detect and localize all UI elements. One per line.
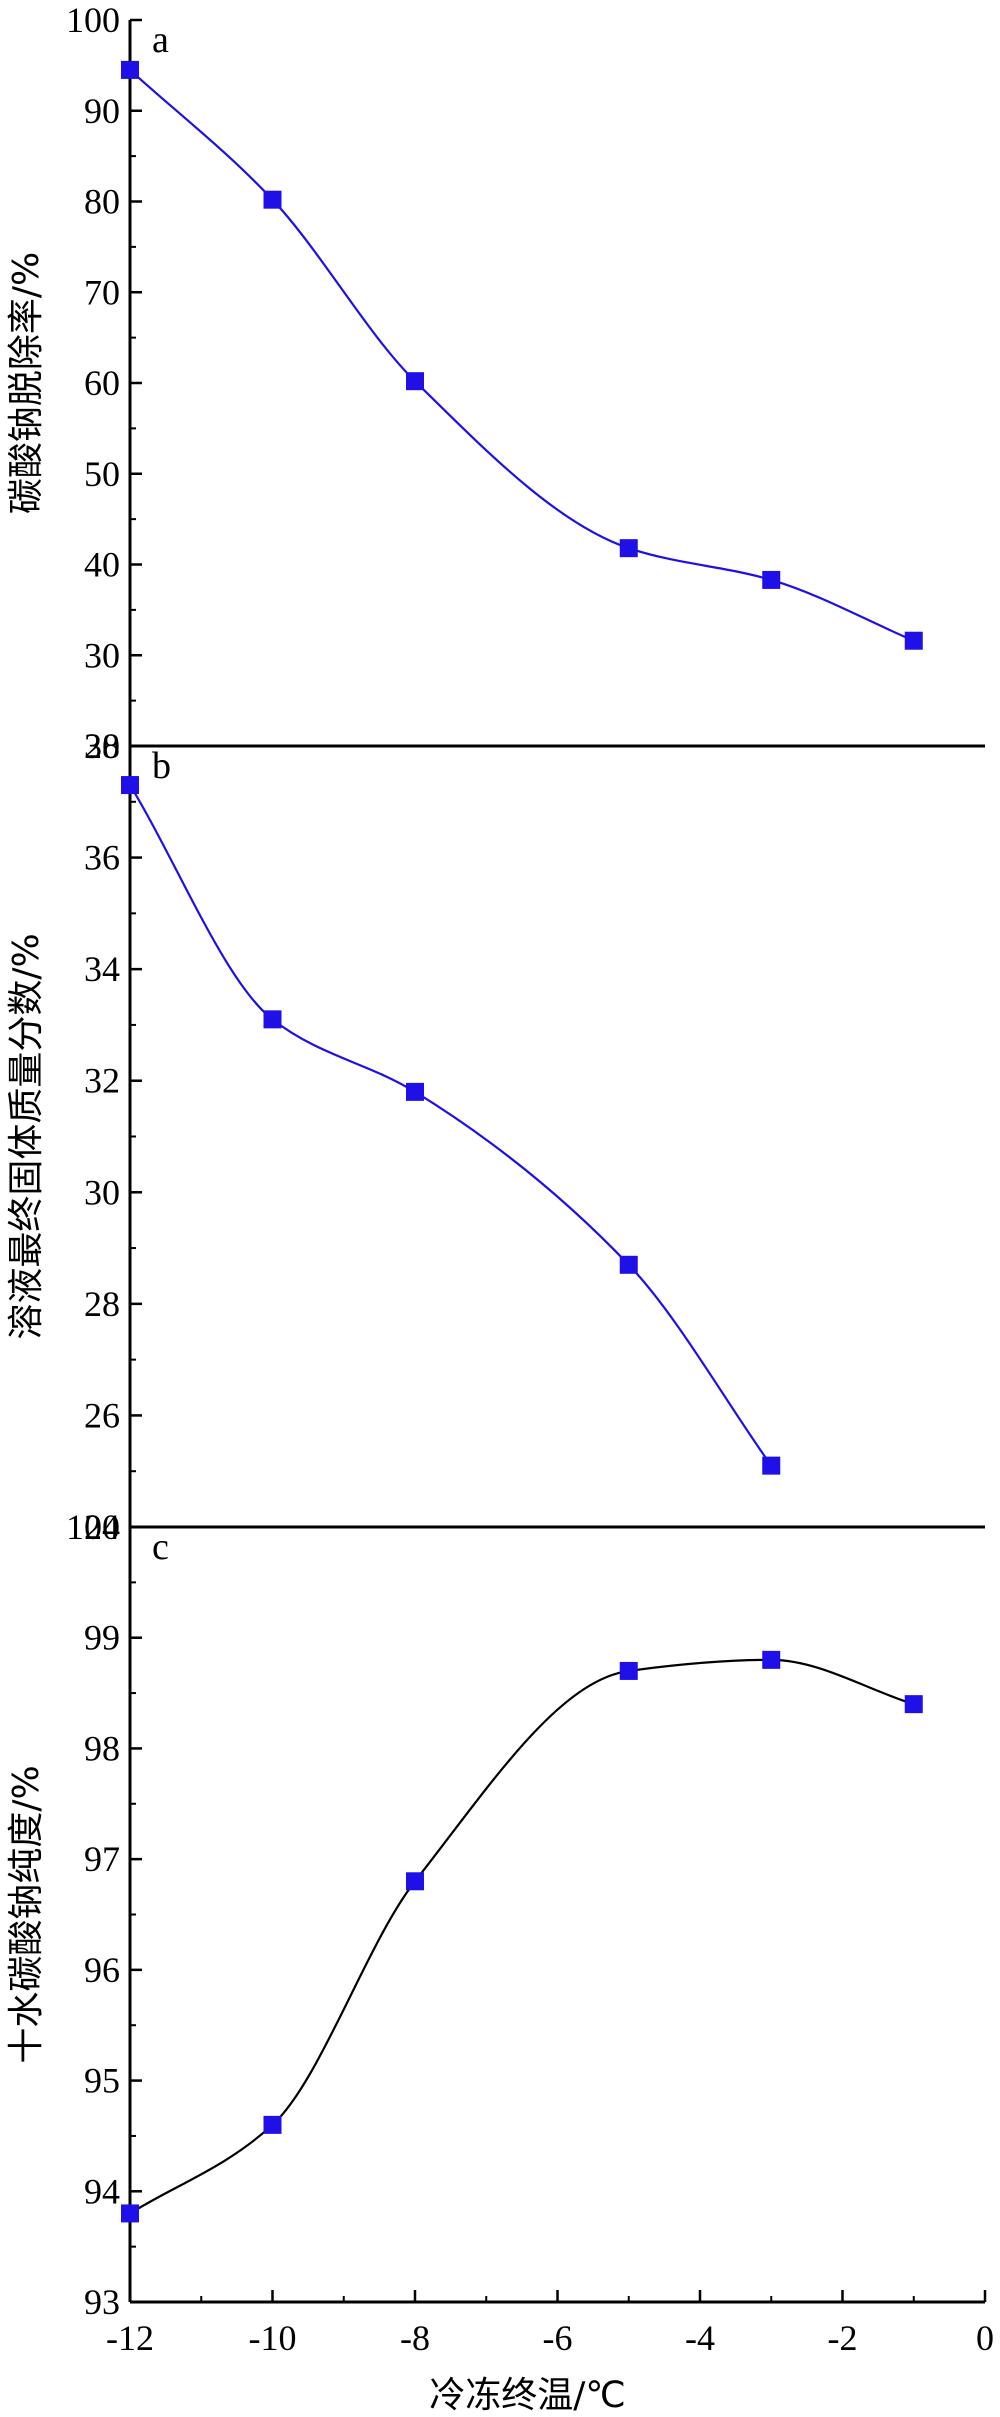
y-tick-label: 70 — [84, 272, 120, 312]
y-tick-label: 30 — [84, 635, 120, 675]
y-tick-label: 100 — [66, 1507, 120, 1547]
panel-c: 93 94 95 96 97 98 99 100 c 十水碳酸钠纯度/% -12 -10 -8 -6 -4 -… — [6, 1507, 994, 2416]
data-point — [406, 1082, 424, 1101]
y-tick-label: 95 — [84, 2061, 120, 2101]
x-tick-label: -4 — [685, 2318, 715, 2358]
y-axis-title-b: 溶液最终固体质量分数/% — [6, 933, 47, 1339]
y-tick-label: 30 — [84, 1172, 120, 1212]
y-tick-label: 99 — [84, 1618, 120, 1658]
y-tick-label: 34 — [84, 949, 120, 989]
panel-letter-a: a — [152, 19, 169, 61]
data-point — [406, 1872, 424, 1891]
data-point — [619, 1255, 638, 1274]
y-tick-label: 93 — [84, 2282, 120, 2322]
y-tick-label: 94 — [84, 2171, 120, 2211]
y-tick-label: 50 — [84, 454, 120, 494]
x-tick-label: -10 — [249, 2318, 297, 2358]
data-point — [121, 60, 139, 79]
x-tick-label: -12 — [106, 2318, 154, 2358]
y-tick-label: 96 — [84, 1950, 120, 1990]
panel-letter-b: b — [152, 745, 171, 787]
data-point — [121, 2204, 139, 2223]
x-tick-label: -8 — [400, 2318, 430, 2358]
fit-curve-c — [129, 1658, 915, 2215]
data-point — [263, 2115, 282, 2134]
panel-letter-c: c — [152, 1526, 169, 1568]
fit-curve-a — [129, 69, 915, 642]
y-tick-label: 98 — [84, 1728, 120, 1768]
data-point — [121, 776, 139, 795]
x-tick-label: -2 — [828, 2318, 858, 2358]
data-point — [762, 1456, 781, 1475]
x-tick-label: -6 — [543, 2318, 573, 2358]
data-point — [263, 190, 282, 209]
y-tick-label: 80 — [84, 182, 120, 222]
data-point — [619, 539, 638, 558]
y-tick-label: 90 — [84, 91, 120, 131]
data-point — [904, 631, 923, 650]
y-tick-label: 20 — [84, 726, 120, 766]
y-tick-label: 36 — [84, 838, 120, 878]
data-point — [263, 1010, 282, 1029]
data-point — [762, 570, 781, 589]
y-tick-label: 28 — [84, 1284, 120, 1324]
y-axis-title-c: 十水碳酸钠纯度/% — [6, 1765, 47, 2063]
y-tick-label: 32 — [84, 1061, 120, 1101]
y-tick-label: 60 — [84, 363, 120, 403]
panel-a: 20 30 40 50 60 70 80 90 100 a 碳酸钠脱除率/% — [6, 0, 985, 766]
y-tick-label: 26 — [84, 1395, 120, 1435]
x-axis-title: 冷冻终温/℃ — [429, 2375, 626, 2416]
fit-curve-b — [129, 784, 773, 1467]
panel-b: 24 26 28 30 32 34 36 38 b 溶液最终固体质量分数/% — [6, 726, 985, 1547]
data-point — [762, 1650, 781, 1669]
y-tick-label: 38 — [84, 726, 120, 766]
y-tick-label: 24 — [84, 1507, 120, 1547]
y-tick-label: 100 — [66, 0, 120, 40]
data-point — [904, 1695, 923, 1714]
x-tick-label: 0 — [976, 2318, 994, 2358]
y-tick-label: 97 — [84, 1839, 120, 1879]
data-point — [406, 372, 424, 391]
data-point — [619, 1661, 638, 1680]
y-tick-label: 40 — [84, 545, 120, 585]
y-axis-title-a: 碳酸钠脱除率/% — [6, 252, 47, 514]
